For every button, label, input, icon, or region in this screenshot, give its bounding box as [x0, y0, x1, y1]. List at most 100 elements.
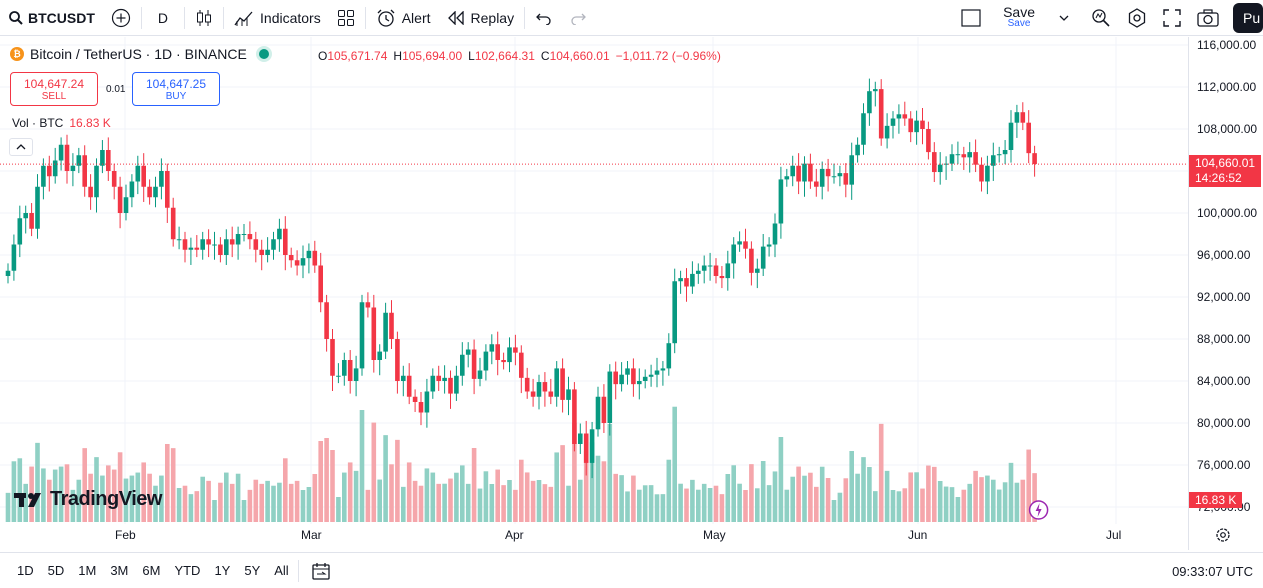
chart-type-button[interactable]	[187, 0, 221, 36]
candle-body	[790, 165, 795, 177]
candle-body	[106, 150, 111, 171]
volume-bar	[123, 478, 129, 522]
volume-bar	[495, 469, 500, 522]
candle-body	[153, 186, 158, 198]
rewind-icon	[447, 10, 464, 25]
candle-body	[100, 150, 105, 166]
volume-bar	[188, 494, 194, 522]
volume-bar	[878, 423, 884, 522]
candle-body	[324, 302, 329, 339]
volume-bar	[890, 490, 896, 522]
price-axis[interactable]: 116,000.00112,000.00108,000.00104,000.00…	[1188, 37, 1263, 550]
toolbar-divider	[364, 6, 366, 29]
interval-button[interactable]: D	[144, 0, 182, 36]
candle-body	[247, 234, 253, 240]
time-tick-label: Apr	[505, 528, 524, 542]
range-1d-button[interactable]: 1D	[17, 563, 34, 578]
range-3m-button[interactable]: 3M	[110, 563, 129, 578]
alert-button[interactable]: Alert	[368, 0, 439, 36]
candle-body	[867, 91, 872, 114]
volume-bar	[70, 489, 76, 522]
symbol-search-button[interactable]: BTCUSDT	[0, 0, 103, 36]
range-1m-button[interactable]: 1M	[78, 563, 97, 578]
candle-body	[477, 370, 483, 379]
close-label: C	[540, 49, 550, 63]
candle-body	[35, 186, 40, 229]
volume-bar	[566, 485, 571, 522]
candle-body	[82, 155, 87, 187]
snapshot-button[interactable]	[1189, 0, 1227, 36]
candle-body	[253, 239, 259, 250]
volume-bar	[265, 480, 270, 522]
volume-bar	[1026, 449, 1031, 522]
volume-bar	[23, 483, 28, 522]
undo-icon	[536, 13, 551, 25]
layout-toggle-button[interactable]	[949, 0, 993, 36]
volume-bar	[778, 437, 784, 522]
close-value: 104,660.01	[549, 49, 610, 63]
volume-bar	[701, 483, 707, 522]
volume-bar	[359, 410, 365, 522]
fullscreen-button[interactable]	[1155, 0, 1189, 36]
undo-button[interactable]	[527, 0, 561, 36]
axis-settings-button[interactable]	[1215, 527, 1231, 548]
range-5y-button[interactable]: 5Y	[244, 563, 261, 578]
volume-bar	[153, 485, 158, 522]
candle-body	[371, 307, 377, 360]
save-menu-button[interactable]	[1045, 0, 1083, 36]
candle-body	[973, 152, 978, 165]
publish-button[interactable]: Pu	[1233, 3, 1263, 33]
layouts-button[interactable]	[329, 0, 363, 36]
candle-body	[772, 223, 778, 245]
volume-bar	[920, 488, 925, 522]
range-6m-button[interactable]: 6M	[142, 563, 161, 578]
redo-button[interactable]	[561, 0, 595, 36]
quick-search-button[interactable]	[1083, 0, 1119, 36]
volume-bar	[176, 488, 182, 522]
candle-body	[513, 347, 518, 353]
chevron-down-icon	[1059, 15, 1069, 21]
volume-bar	[288, 483, 294, 522]
volume-bar	[690, 479, 695, 522]
range-ytd-button[interactable]: YTD	[174, 563, 201, 578]
toolbar-divider	[184, 6, 186, 29]
range-1y-button[interactable]: 1Y	[214, 563, 231, 578]
volume-bar	[631, 475, 636, 522]
compare-button[interactable]	[103, 0, 139, 36]
utc-clock[interactable]: 09:33:07 UTC	[1172, 564, 1253, 579]
indicators-button[interactable]: Indicators	[226, 0, 329, 36]
candle-body	[383, 312, 388, 352]
toolbar-divider	[223, 6, 225, 29]
volume-value: 16.83 K	[69, 116, 111, 130]
volume-bar	[967, 483, 972, 522]
range-all-button[interactable]: All	[274, 563, 289, 578]
candle-body	[943, 163, 949, 165]
candle-body	[241, 234, 247, 235]
volume-bar	[448, 478, 453, 522]
volume-bar	[353, 470, 359, 522]
volume-bar	[713, 485, 719, 522]
add-symbol-icon	[111, 8, 130, 27]
camera-icon	[1197, 9, 1219, 27]
sell-button[interactable]: 104,647.24 SELL	[10, 72, 98, 106]
save-button[interactable]: Save Save	[993, 5, 1045, 30]
candle-body	[76, 155, 82, 166]
collapse-legend-button[interactable]	[9, 138, 33, 156]
volume-bar	[82, 448, 87, 522]
change-value: −1,011.72 (−0.96%)	[615, 49, 721, 63]
settings-button[interactable]	[1119, 0, 1155, 36]
candle-body	[666, 343, 672, 369]
replay-button[interactable]: Replay	[439, 0, 523, 36]
tradingview-logo-icon	[14, 492, 41, 507]
volume-bar	[1020, 479, 1026, 522]
candle-body	[1020, 112, 1026, 123]
range-5d-button[interactable]: 5D	[47, 563, 65, 578]
goto-date-button[interactable]	[301, 561, 341, 581]
volume-bar	[867, 467, 872, 522]
candle-body	[542, 382, 548, 392]
candle-body	[920, 120, 925, 129]
buy-button[interactable]: 104,647.25 BUY	[132, 72, 220, 106]
candle-body	[117, 186, 123, 213]
candle-body	[306, 250, 312, 259]
candlestick-chart[interactable]	[0, 37, 1263, 550]
